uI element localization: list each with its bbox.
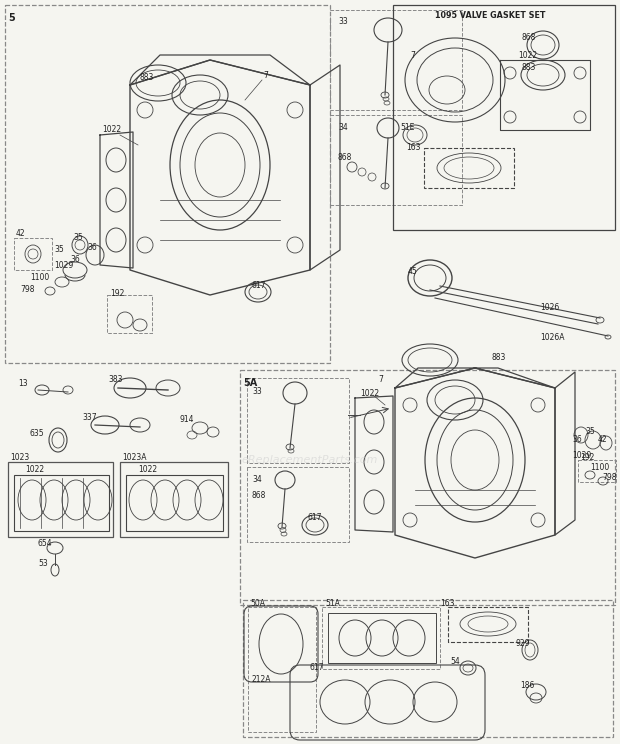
Text: 617: 617 xyxy=(308,513,322,522)
Text: 883: 883 xyxy=(522,63,536,72)
Bar xyxy=(243,600,613,737)
Bar xyxy=(247,467,349,542)
Text: 163: 163 xyxy=(406,144,420,153)
Bar xyxy=(8,462,113,537)
Text: 1022: 1022 xyxy=(102,126,121,135)
Bar xyxy=(247,378,349,463)
Text: 617: 617 xyxy=(310,664,324,673)
Text: 1023A: 1023A xyxy=(122,454,146,463)
Text: 33: 33 xyxy=(338,18,348,27)
Bar xyxy=(393,5,615,230)
Text: 654: 654 xyxy=(38,539,53,548)
Text: 383: 383 xyxy=(108,376,123,385)
Bar xyxy=(240,370,615,605)
Text: 914: 914 xyxy=(180,415,195,425)
Text: 53: 53 xyxy=(38,559,48,568)
Text: 35: 35 xyxy=(73,234,82,243)
Text: 36: 36 xyxy=(87,243,97,252)
Text: 13: 13 xyxy=(18,379,28,388)
Bar xyxy=(248,607,316,732)
Text: 45: 45 xyxy=(408,268,418,277)
Text: 35: 35 xyxy=(54,246,64,254)
Text: 635: 635 xyxy=(30,429,45,437)
Text: 35: 35 xyxy=(585,428,595,437)
Text: 929: 929 xyxy=(515,638,529,647)
Text: 192: 192 xyxy=(580,454,595,463)
Text: 42: 42 xyxy=(598,435,608,444)
Text: 798: 798 xyxy=(20,286,35,295)
Text: 7: 7 xyxy=(378,376,383,385)
Bar xyxy=(330,10,462,110)
Text: 1026A: 1026A xyxy=(540,333,564,342)
Text: 36: 36 xyxy=(70,255,80,265)
Text: 34: 34 xyxy=(252,475,262,484)
Text: 868: 868 xyxy=(338,153,352,161)
Text: 42: 42 xyxy=(16,229,25,239)
Text: 192: 192 xyxy=(110,289,125,298)
Text: 1022: 1022 xyxy=(360,388,379,397)
Text: 33: 33 xyxy=(252,386,262,396)
Text: 883: 883 xyxy=(492,353,507,362)
Bar xyxy=(120,462,228,537)
Text: 883: 883 xyxy=(140,74,154,83)
Text: 54: 54 xyxy=(450,658,460,667)
Bar xyxy=(328,613,436,663)
Text: 617: 617 xyxy=(252,281,267,290)
Text: 7: 7 xyxy=(410,51,415,60)
Text: 1022: 1022 xyxy=(138,466,157,475)
Text: 1022: 1022 xyxy=(25,466,44,475)
Text: 1029: 1029 xyxy=(54,260,73,269)
Text: 7: 7 xyxy=(263,71,268,80)
Text: 1023: 1023 xyxy=(10,454,29,463)
Text: 1095 VALVE GASKET SET: 1095 VALVE GASKET SET xyxy=(435,11,546,21)
Text: 5A: 5A xyxy=(243,378,257,388)
Bar xyxy=(330,115,462,205)
Bar xyxy=(14,475,109,531)
Text: 868: 868 xyxy=(522,33,536,42)
Text: 1100: 1100 xyxy=(30,274,49,283)
Text: 798: 798 xyxy=(602,473,616,483)
Text: 50A: 50A xyxy=(250,600,265,609)
Text: 163: 163 xyxy=(440,600,454,609)
Bar xyxy=(578,460,616,482)
Text: 1026: 1026 xyxy=(540,304,559,312)
Bar xyxy=(322,607,440,669)
Text: 51A: 51A xyxy=(325,600,340,609)
Bar xyxy=(448,607,528,642)
Bar xyxy=(126,475,223,531)
Text: 5: 5 xyxy=(8,13,15,23)
Text: eReplacementParts.com: eReplacementParts.com xyxy=(242,455,378,465)
Text: 186: 186 xyxy=(520,681,534,690)
Text: 51E: 51E xyxy=(400,124,414,132)
Bar xyxy=(424,148,514,188)
Text: 868: 868 xyxy=(252,490,267,499)
Text: 1100: 1100 xyxy=(590,464,609,472)
Text: 1022: 1022 xyxy=(518,51,537,60)
Text: 212A: 212A xyxy=(252,676,272,684)
Bar xyxy=(5,5,330,363)
Text: 337: 337 xyxy=(82,414,97,423)
Text: 36: 36 xyxy=(572,435,582,444)
Text: 34: 34 xyxy=(338,123,348,132)
Bar xyxy=(107,295,152,333)
Bar xyxy=(14,238,52,270)
Text: 1029: 1029 xyxy=(572,451,591,460)
